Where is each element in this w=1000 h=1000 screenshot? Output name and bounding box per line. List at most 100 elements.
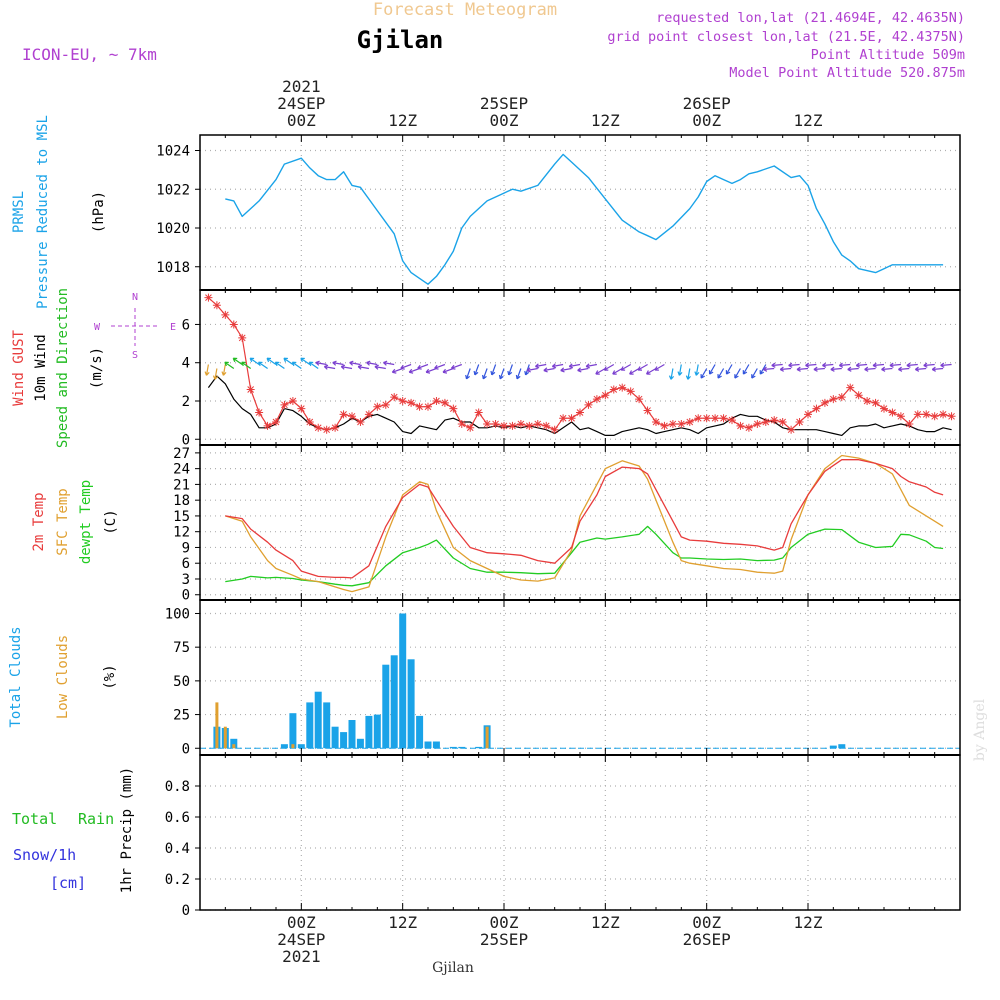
wind-direction-arrow bbox=[482, 368, 488, 380]
wind-gust-marker bbox=[550, 425, 559, 434]
y-tick-label: 25 bbox=[173, 708, 190, 724]
wind-gust-marker bbox=[761, 418, 770, 427]
total-cloud-bar bbox=[356, 738, 364, 749]
wind-direction-arrow bbox=[232, 357, 243, 365]
y-tick-label: 15 bbox=[173, 509, 190, 525]
low-cloud-bar bbox=[485, 726, 489, 749]
y-tick-label: 27 bbox=[173, 446, 190, 462]
wind-direction-arrow bbox=[700, 368, 708, 379]
wind-direction-arrow bbox=[694, 364, 700, 376]
wind-direction-arrow bbox=[526, 367, 538, 373]
wind-gust-marker bbox=[474, 408, 483, 417]
total-cloud-bar bbox=[297, 744, 305, 749]
wind-gust-marker bbox=[635, 395, 644, 404]
wind-direction-arrow bbox=[654, 363, 665, 371]
time-label-top: 00Z bbox=[287, 111, 316, 130]
y-tick-label: 6 bbox=[182, 317, 190, 333]
wind-gust-marker bbox=[390, 393, 399, 402]
wind-gust-marker bbox=[407, 398, 416, 407]
wind-direction-arrow bbox=[717, 368, 725, 379]
wind-gust-marker bbox=[930, 412, 939, 421]
wind-gust-marker bbox=[212, 301, 221, 310]
time-label-top: 2021 bbox=[282, 77, 321, 96]
wind-direction-arrow bbox=[568, 363, 581, 369]
y-tick-label: 0 bbox=[182, 903, 190, 919]
wind-gust-marker bbox=[457, 419, 466, 428]
time-label-top: 00Z bbox=[490, 111, 519, 130]
wind-direction-arrow bbox=[221, 364, 227, 376]
total-cloud-bar bbox=[340, 732, 348, 749]
wind-direction-arrow bbox=[323, 364, 336, 370]
wind-gust-marker bbox=[711, 414, 720, 423]
y-tick-label: 0 bbox=[182, 741, 190, 757]
y-tick-label: 1020 bbox=[156, 221, 190, 237]
wind-direction-arrow bbox=[442, 367, 454, 374]
wind-direction-arrow bbox=[274, 361, 285, 369]
label-10m-wind: 10m Wind bbox=[33, 334, 49, 401]
wind-direction-arrow bbox=[543, 367, 555, 373]
time-label-top: 25SEP bbox=[480, 94, 528, 113]
wind-direction-arrow bbox=[257, 361, 268, 369]
wind-direction-arrow bbox=[382, 360, 395, 366]
wind-gust-marker bbox=[483, 419, 492, 428]
wind-gust-marker bbox=[381, 400, 390, 409]
y-tick-label: 0.4 bbox=[165, 841, 190, 857]
wind-direction-arrow bbox=[677, 364, 683, 376]
wind-gust-marker bbox=[415, 402, 424, 411]
temp-2m-line bbox=[225, 459, 944, 579]
wind-gust-marker bbox=[896, 412, 905, 421]
compass-n: N bbox=[132, 292, 138, 303]
time-label-bottom: 26SEP bbox=[683, 930, 731, 949]
wind-gust-marker bbox=[685, 418, 694, 427]
wind-direction-arrow bbox=[645, 367, 657, 375]
wind-direction-arrow bbox=[340, 364, 353, 370]
location-title: Gjilan bbox=[357, 26, 444, 54]
pressure-line bbox=[225, 153, 944, 285]
wind-direction-arrow bbox=[725, 364, 733, 375]
wind-gust-marker bbox=[888, 408, 897, 417]
compass-e: E bbox=[170, 322, 176, 333]
wind-gust-marker bbox=[525, 421, 534, 430]
wind-gust-marker bbox=[905, 419, 914, 428]
wind-gust-marker bbox=[584, 400, 593, 409]
grid-point-coords: grid point closest lon,lat (21.5E, 42.43… bbox=[607, 29, 965, 45]
wind-direction-arrow bbox=[940, 362, 952, 368]
y-tick-label: 0 bbox=[182, 432, 190, 448]
label-total: Total bbox=[12, 810, 57, 828]
wind-gust-marker bbox=[559, 414, 568, 423]
wind-direction-arrow bbox=[212, 368, 219, 380]
wind-gust-marker bbox=[348, 412, 356, 421]
wind-direction-arrow bbox=[391, 367, 403, 374]
y-tick-label: 0 bbox=[182, 588, 190, 604]
wind-direction-arrow bbox=[507, 364, 513, 376]
time-label-top: 12Z bbox=[794, 111, 823, 130]
label-prmsl: PRMSL bbox=[11, 191, 27, 233]
wind-gust-marker bbox=[263, 421, 272, 430]
label-rain: Rain bbox=[78, 810, 114, 828]
wind-gust-marker bbox=[854, 391, 863, 400]
total-cloud-bar bbox=[365, 715, 373, 749]
wind-direction-arrow bbox=[585, 363, 598, 369]
wind-direction-arrow bbox=[577, 367, 589, 373]
wind-direction-arrow bbox=[357, 364, 370, 370]
wind-gust-marker bbox=[787, 425, 796, 434]
time-label-bottom: 24SEP bbox=[277, 930, 325, 949]
wind-gust-marker bbox=[364, 410, 373, 419]
wind-gust-marker bbox=[871, 398, 880, 407]
wind-gust-marker bbox=[449, 404, 458, 413]
wind-direction-arrow bbox=[551, 363, 564, 369]
label-hpa: (hPa) bbox=[91, 191, 107, 233]
total-cloud-bar bbox=[314, 691, 322, 749]
wind-gust-marker bbox=[272, 418, 280, 427]
y-tick-label: 6 bbox=[182, 556, 190, 572]
y-tick-label: 50 bbox=[173, 674, 190, 690]
wind-gust-marker bbox=[567, 414, 576, 423]
wind-direction-arrow bbox=[408, 367, 420, 374]
wind-gust-marker bbox=[668, 419, 677, 428]
label-cm: [cm] bbox=[50, 874, 86, 892]
wind-gust-marker bbox=[314, 423, 323, 432]
wind-gust-marker bbox=[939, 410, 948, 419]
wind-gust-marker bbox=[660, 421, 669, 430]
panel-frame-wind bbox=[199, 289, 961, 446]
wind-direction-arrow bbox=[400, 363, 412, 370]
